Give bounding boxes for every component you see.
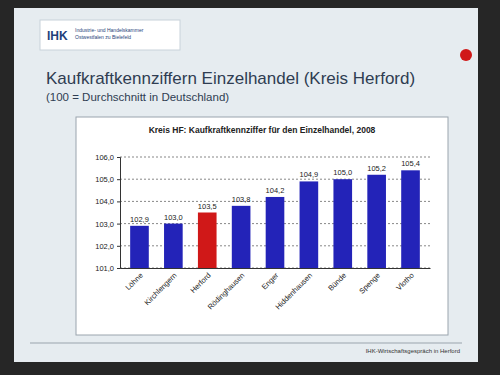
x-tick-label: Spenge	[357, 271, 382, 296]
bar	[333, 179, 352, 268]
x-axis: LöhneKirchlengern HerfordRödinghausen Enge…	[121, 268, 431, 311]
x-tick-label: Kirchlengern	[142, 271, 178, 307]
x-tick: Herford	[188, 268, 212, 295]
y-tick: 102,0	[95, 242, 120, 251]
y-tick: 101,0	[95, 264, 120, 273]
x-tick: Enger	[260, 268, 281, 291]
data-label: 105,2	[367, 164, 386, 173]
decor-dot	[460, 49, 472, 61]
bar	[130, 226, 149, 268]
bars	[130, 170, 420, 268]
data-label: 105,0	[333, 168, 352, 177]
x-tick: Spenge	[357, 268, 382, 296]
y-tick: 106,0	[95, 153, 120, 162]
logo-short: IHK	[47, 29, 68, 43]
x-tick: Löhne	[124, 268, 145, 292]
y-axis: 101,0 102,0 103,0 104,0 105,0 106,0	[95, 153, 120, 273]
data-label: 103,0	[164, 213, 183, 222]
bar	[266, 197, 285, 268]
x-tick-label: Herford	[188, 271, 212, 295]
x-tick-label: Hiddenhausen	[274, 271, 315, 312]
y-tick: 103,0	[95, 220, 120, 229]
x-tick: Kirchlengern	[142, 268, 178, 307]
data-label: 105,4	[401, 159, 420, 168]
y-tick-mark	[117, 246, 120, 247]
data-labels: 102,9 103,0 103,5 103,8 104,2 104,9 105,0 105,2…	[130, 159, 420, 224]
data-label: 102,9	[130, 215, 149, 224]
y-tick-label: 104,0	[95, 197, 114, 206]
x-tick-label: Bünde	[326, 271, 348, 293]
y-tick: 104,0	[95, 197, 120, 206]
logo-text: Industrie- und HandelskammerOstwestfalen…	[75, 27, 144, 40]
data-label: 104,2	[266, 186, 285, 195]
slide-subtitle: (100 = Durchschnitt in Deutschland)	[46, 91, 229, 103]
slide-canvas: IHK Industrie- und HandelskammerOstwestfa…	[0, 0, 500, 375]
data-label: 104,9	[299, 170, 318, 179]
y-tick-label: 105,0	[95, 175, 114, 184]
x-tick-label: Vlotho	[394, 271, 415, 292]
footer-rule	[30, 343, 462, 344]
slide-title: Kaufkraftkennziffern Einzelhandel (Kreis…	[46, 69, 415, 88]
bar	[300, 181, 319, 268]
grid-line	[120, 157, 430, 158]
y-tick-label: 101,0	[95, 264, 114, 273]
data-label: 103,5	[198, 202, 217, 211]
y-tick-label: 103,0	[95, 220, 114, 229]
x-tick: Vlotho	[394, 268, 415, 292]
x-tick: Bünde	[326, 268, 348, 293]
bar	[232, 206, 251, 268]
y-tick-mark	[117, 179, 120, 180]
y-tick: 105,0	[95, 175, 120, 184]
x-tick-label: Rödinghausen	[206, 271, 247, 312]
bar	[164, 224, 183, 268]
x-tick-label: Löhne	[124, 271, 145, 292]
slide-background	[14, 8, 478, 362]
y-tick-label: 106,0	[95, 153, 114, 162]
y-axis-line	[117, 158, 121, 269]
bar	[367, 175, 386, 268]
x-tick-label: Enger	[260, 271, 281, 292]
x-tick: Rödinghausen	[206, 268, 247, 311]
chart-title: Kreis HF: Kaufkraftkennziffer für den Ei…	[149, 125, 376, 135]
y-tick-mark	[117, 201, 120, 202]
y-tick-mark	[117, 157, 120, 158]
y-tick-mark	[117, 224, 120, 225]
x-axis-line	[121, 268, 431, 269]
grid	[120, 157, 430, 268]
bar	[401, 170, 420, 268]
logo-box	[40, 20, 180, 50]
y-tick-label: 102,0	[95, 242, 114, 251]
footer-text: IHK-Wirtschaftsgespräch in Herford	[366, 348, 460, 354]
y-tick-mark	[117, 268, 120, 269]
chart-frame	[76, 117, 448, 335]
data-label: 103,8	[232, 195, 251, 204]
x-tick: Hiddenhausen	[274, 268, 315, 311]
bar	[198, 213, 217, 269]
